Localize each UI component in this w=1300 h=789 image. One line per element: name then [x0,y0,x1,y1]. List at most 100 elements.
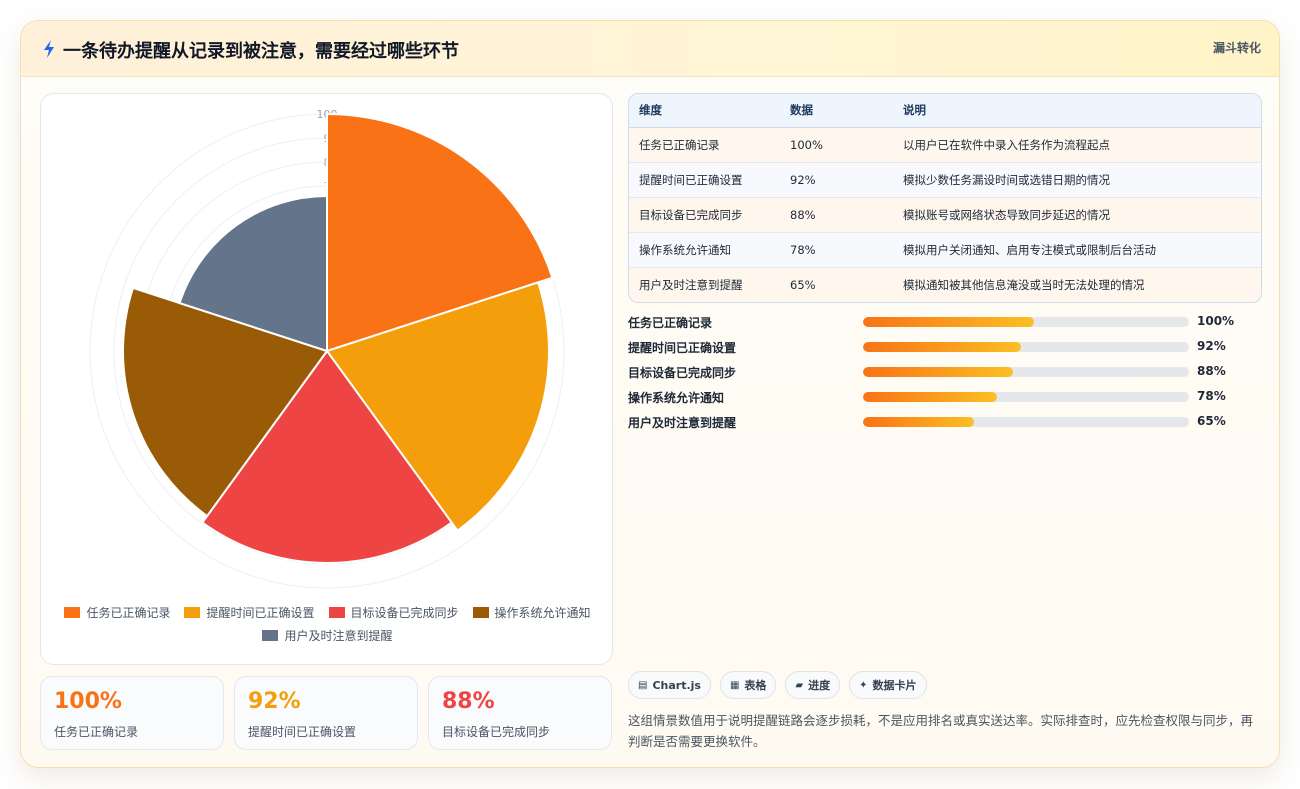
chip-label: 进度 [808,679,831,692]
progress-track [863,417,1189,427]
legend-label: 目标设备已完成同步 [350,606,459,620]
table-cell: 提醒时间已正确设置 [629,162,780,198]
column-header: 维度 [629,94,780,128]
progress-fill [863,392,997,402]
chip-label: 表格 [744,679,767,692]
progress-track [863,367,1189,377]
progress-value: 78% [1197,389,1226,403]
table-row: 任务已正确记录 100% 以用户已在软件中录入任务作为流程起点 [629,127,1261,163]
table-icon: ▦ [729,679,740,691]
progress-fill [863,342,1022,352]
stat-card: 100% 任务已正确记录 [40,676,224,750]
progress-label: 操作系统允许通知 [628,391,725,405]
column-header: 说明 [893,94,1261,128]
progress-row: 提醒时间已正确设置 92% [628,337,1262,362]
polar-chart-panel: 100987 任务已正确记录 提醒时间已正确设置 目标设备已完成同步 操作系统允… [40,93,613,665]
progress-label: 目标设备已完成同步 [628,366,737,380]
legend-swatch [184,607,201,618]
progress-row: 任务已正确记录 100% [628,312,1262,337]
polar-wedge[interactable] [178,194,328,353]
table-row: 目标设备已完成同步 88% 模拟账号或网络状态导致同步延迟的情况 [629,197,1261,233]
legend-label: 任务已正确记录 [86,606,171,620]
category-tag: 漏斗转化 [1212,41,1261,55]
polar-area-chart: 100987 [89,108,565,589]
chart-legend: 任务已正确记录 提醒时间已正确设置 目标设备已完成同步 操作系统允许通知 用户及… [51,604,604,644]
progress-fill [863,417,974,427]
table-header-row: 维度 数据 说明 [629,94,1261,128]
progress-value: 65% [1197,414,1226,428]
progress-row: 用户及时注意到提醒 65% [628,412,1262,437]
legend-item[interactable]: 操作系统允许通知 [472,604,591,621]
progress-value: 100% [1197,314,1235,328]
table-row: 用户及时注意到提醒 65% 模拟通知被其他信息淹没或当时无法处理的情况 [629,267,1261,302]
table-cell: 模拟用户关闭通知、启用专注模式或限制后台活动 [893,232,1261,268]
progress-value: 88% [1197,364,1226,378]
progress-value: 92% [1197,339,1226,353]
legend-item[interactable]: 任务已正确记录 [64,604,170,621]
progress-track [863,392,1189,402]
chart-icon: ▤ [638,679,648,691]
polar-wedge[interactable] [200,349,454,564]
table-cell: 模拟少数任务漏设时间或选错日期的情况 [893,162,1261,198]
dashboard-card: 一条待办提醒从记录到被注意，需要经过哪些环节 漏斗转化 100987 任务已正确… [20,20,1280,768]
footnote: 这组情景数值用于说明提醒链路会逐步损耗，不是应用排名或真实送达率。实际排查时，应… [628,713,1254,749]
table-cell: 用户及时注意到提醒 [639,277,743,292]
stat-label: 提醒时间已正确设置 [248,725,357,739]
polar-wedge[interactable] [326,112,554,353]
chip-label: Chart.js [652,678,701,692]
progress-track [863,342,1189,352]
legend-swatch [64,607,81,618]
stat-cards: 100% 任务已正确记录 92% 提醒时间已正确设置 88% 目标设备已完成同步 [40,676,613,750]
polar-wedge[interactable] [122,286,329,518]
table-cell: 目标设备已完成同步 [629,197,780,233]
legend-item[interactable]: 用户及时注意到提醒 [262,627,393,644]
progress-list: 任务已正确记录 100% 提醒时间已正确设置 92% 目标设备已完成同步 88%… [628,312,1262,437]
data-table: 维度 数据 说明 任务已正确记录 100% 以用户已在软件中录入任务作为流程起点… [628,93,1262,303]
table-cell: 100% [780,127,893,163]
chip-progress[interactable]: ▰ 进度 [785,671,841,699]
table-cell: 92% [780,162,893,198]
legend-swatch [328,607,345,618]
progress-fill [863,367,1013,377]
progress-row: 目标设备已完成同步 88% [628,362,1262,387]
progress-row: 操作系统允许通知 78% [628,387,1262,412]
stat-card: 92% 提醒时间已正确设置 [234,676,418,750]
chip-chartjs[interactable]: ▤ Chart.js [628,671,711,699]
table-cell: 模拟通知被其他信息淹没或当时无法处理的情况 [903,277,1145,292]
legend-label: 操作系统允许通知 [494,606,591,620]
table-cell: 78% [780,232,893,268]
table-cell: 65% [790,277,816,292]
tech-chips: ▤ Chart.js ▦ 表格 ▰ 进度 ✦ 数据卡片 [628,671,927,699]
table-cell: 88% [780,197,893,233]
table-cell: 操作系统允许通知 [629,232,780,268]
progress-label: 任务已正确记录 [628,316,713,330]
chip-table[interactable]: ▦ 表格 [719,671,777,699]
legend-item[interactable]: 提醒时间已正确设置 [184,604,315,621]
column-header: 数据 [780,94,893,128]
polar-wedge[interactable] [325,281,550,532]
progress-fill [863,317,1035,327]
page-title: 一条待办提醒从记录到被注意，需要经过哪些环节 [63,41,459,62]
progress-label: 提醒时间已正确设置 [628,341,737,355]
sparkle-icon: ✦ [859,679,868,691]
table-cell: 以用户已在软件中录入任务作为流程起点 [893,127,1261,163]
stat-label: 任务已正确记录 [54,725,139,739]
legend-label: 用户及时注意到提醒 [284,629,393,643]
legend-label: 提醒时间已正确设置 [206,606,315,620]
stat-value: 92% [248,689,301,714]
table-row: 提醒时间已正确设置 92% 模拟少数任务漏设时间或选错日期的情况 [629,162,1261,198]
legend-item[interactable]: 目标设备已完成同步 [328,604,459,621]
progress-icon: ▰ [795,679,804,691]
table-row: 操作系统允许通知 78% 模拟用户关闭通知、启用专注模式或限制后台活动 [629,232,1261,268]
header: 一条待办提醒从记录到被注意，需要经过哪些环节 漏斗转化 [21,21,1279,77]
progress-label: 用户及时注意到提醒 [628,416,737,430]
table-cell: 模拟账号或网络状态导致同步延迟的情况 [893,197,1261,233]
stat-card: 88% 目标设备已完成同步 [428,676,612,750]
table-cell: 任务已正确记录 [629,127,780,163]
chip-data-card[interactable]: ✦ 数据卡片 [849,671,927,699]
stat-label: 目标设备已完成同步 [442,725,551,739]
stat-value: 88% [442,689,495,714]
progress-track [863,317,1189,327]
stat-value: 100% [54,689,122,714]
legend-swatch [262,630,279,641]
